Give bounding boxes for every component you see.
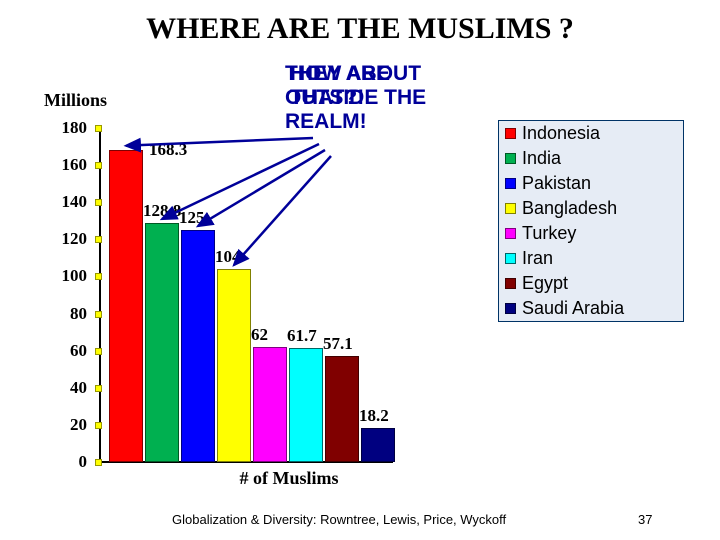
bar-value-label: 104 bbox=[215, 247, 241, 267]
bar-value-label: 61.7 bbox=[287, 326, 317, 346]
legend-item: Iran bbox=[499, 246, 683, 271]
legend-item: Egypt bbox=[499, 271, 683, 296]
bar-value-label: 62 bbox=[251, 325, 268, 345]
legend-label: Bangladesh bbox=[522, 198, 617, 219]
y-tick-mark bbox=[95, 422, 102, 429]
y-tick-label: 120 bbox=[43, 229, 87, 249]
y-tick-mark bbox=[95, 162, 102, 169]
legend-item: Turkey bbox=[499, 221, 683, 246]
legend-swatch bbox=[505, 203, 516, 214]
callout-line: REALM! bbox=[285, 110, 367, 133]
legend-label: India bbox=[522, 148, 561, 169]
y-tick-mark bbox=[95, 348, 102, 355]
legend-swatch bbox=[505, 153, 516, 164]
legend-swatch bbox=[505, 253, 516, 264]
legend-item: India bbox=[499, 146, 683, 171]
legend-item: Pakistan bbox=[499, 171, 683, 196]
bar-saudi arabia bbox=[361, 428, 395, 462]
bar-iran bbox=[289, 348, 323, 462]
legend-swatch bbox=[505, 128, 516, 139]
bar-india bbox=[145, 223, 179, 462]
x-axis-label: # of Muslims bbox=[229, 468, 349, 489]
bar-indonesia bbox=[109, 150, 143, 462]
legend-item: Indonesia bbox=[499, 121, 683, 146]
bar-bangladesh bbox=[217, 269, 251, 462]
footer-text: Globalization & Diversity: Rowntree, Lew… bbox=[172, 512, 506, 527]
bar-value-label: 168.3 bbox=[149, 140, 187, 160]
y-tick-label: 20 bbox=[43, 415, 87, 435]
callout-text-front: HOW ABOUTTHAT?! bbox=[290, 62, 421, 110]
bar-chart: 020406080100120140160180168.3128.8125104… bbox=[99, 128, 393, 462]
y-tick-mark bbox=[95, 459, 102, 466]
bar-value-label: 125 bbox=[179, 208, 205, 228]
legend-label: Indonesia bbox=[522, 123, 600, 144]
y-tick-label: 160 bbox=[43, 155, 87, 175]
y-tick-mark bbox=[95, 273, 102, 280]
y-tick-mark bbox=[95, 199, 102, 206]
callout-line: HOW ABOUT bbox=[290, 62, 421, 85]
legend-label: Saudi Arabia bbox=[522, 298, 624, 319]
legend-label: Egypt bbox=[522, 273, 568, 294]
bar-egypt bbox=[325, 356, 359, 462]
bar-value-label: 18.2 bbox=[359, 406, 389, 426]
y-tick-mark bbox=[95, 311, 102, 318]
y-tick-label: 180 bbox=[43, 118, 87, 138]
y-tick-label: 40 bbox=[43, 378, 87, 398]
y-tick-mark bbox=[95, 385, 102, 392]
bar-value-label: 128.8 bbox=[143, 201, 181, 221]
y-tick-label: 80 bbox=[43, 304, 87, 324]
bar-pakistan bbox=[181, 230, 215, 462]
legend-swatch bbox=[505, 303, 516, 314]
y-tick-label: 60 bbox=[43, 341, 87, 361]
bar-turkey bbox=[253, 347, 287, 462]
legend-item: Saudi Arabia bbox=[499, 296, 683, 321]
y-tick-label: 140 bbox=[43, 192, 87, 212]
legend-swatch bbox=[505, 228, 516, 239]
page-title: WHERE ARE THE MUSLIMS ? bbox=[0, 12, 720, 46]
legend-label: Pakistan bbox=[522, 173, 591, 194]
callout-line: THAT?! bbox=[290, 86, 364, 109]
y-axis-label: Millions bbox=[44, 90, 107, 111]
legend-label: Iran bbox=[522, 248, 553, 269]
legend-swatch bbox=[505, 178, 516, 189]
y-tick-label: 0 bbox=[43, 452, 87, 472]
legend-item: Bangladesh bbox=[499, 196, 683, 221]
legend-label: Turkey bbox=[522, 223, 576, 244]
legend-swatch bbox=[505, 278, 516, 289]
slide-number: 37 bbox=[638, 512, 652, 527]
bar-value-label: 57.1 bbox=[323, 334, 353, 354]
chart-legend: Indonesia India Pakistan Bangladesh Turk… bbox=[498, 120, 684, 322]
y-tick-mark bbox=[95, 125, 102, 132]
y-tick-label: 100 bbox=[43, 266, 87, 286]
y-tick-mark bbox=[95, 236, 102, 243]
